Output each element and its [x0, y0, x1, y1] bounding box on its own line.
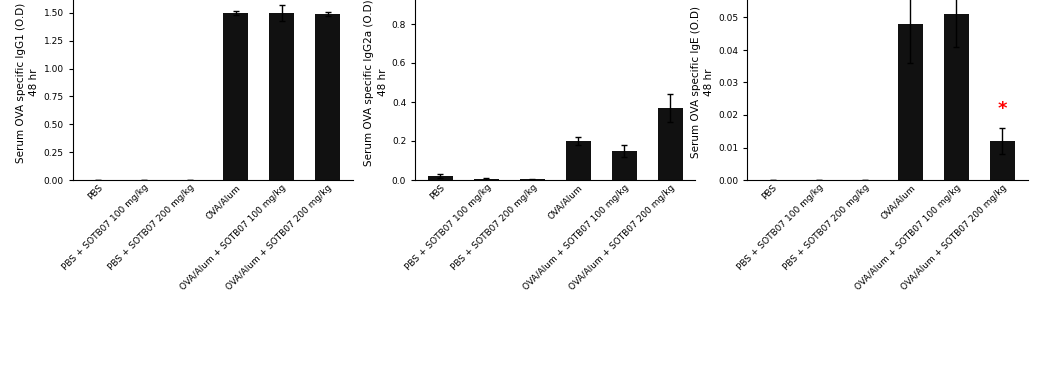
Y-axis label: Serum OVA specific IgG2a (O.D)
48 hr: Serum OVA specific IgG2a (O.D) 48 hr	[364, 0, 387, 166]
Bar	[657, 108, 683, 180]
Y-axis label: Serum OVA specific IgE (O.D)
48 hr: Serum OVA specific IgE (O.D) 48 hr	[691, 6, 714, 159]
Y-axis label: Serum OVA specific IgG1 (O.D)
48 hr: Serum OVA specific IgG1 (O.D) 48 hr	[17, 2, 39, 163]
Bar	[315, 14, 340, 180]
Bar	[898, 24, 923, 180]
Text: *: *	[998, 100, 1007, 118]
Bar	[611, 151, 637, 180]
Bar	[428, 176, 454, 180]
Bar	[944, 14, 969, 180]
Bar	[989, 141, 1015, 180]
Bar	[520, 179, 545, 180]
Bar	[223, 13, 248, 180]
Bar	[473, 179, 499, 180]
Bar	[269, 13, 295, 180]
Bar	[566, 141, 591, 180]
